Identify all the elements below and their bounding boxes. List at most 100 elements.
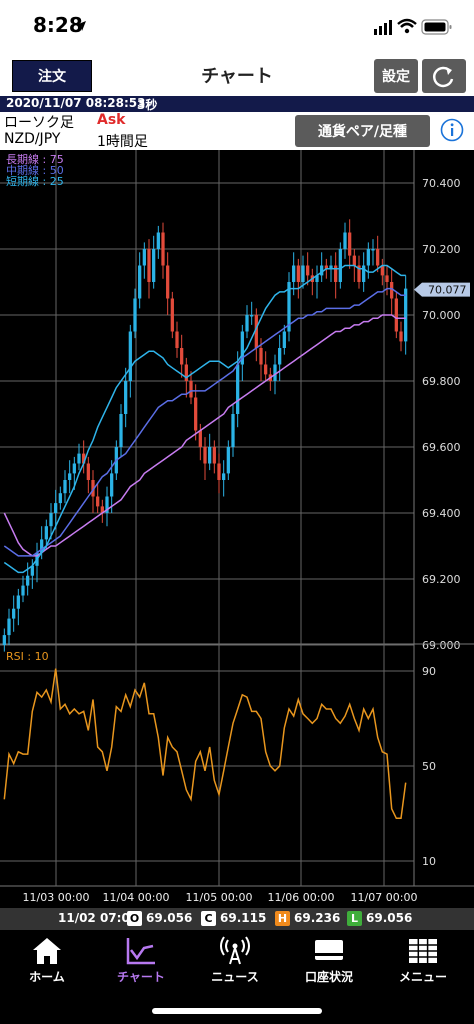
- candle-body: [40, 539, 44, 553]
- price-tick-label: 69.000: [422, 639, 461, 652]
- symbol-label: NZD/JPY: [4, 131, 61, 147]
- rsi-tick-label: 50: [422, 760, 436, 773]
- price-tick-label: 69.200: [422, 573, 461, 586]
- tab-menu[interactable]: メニュー: [376, 930, 470, 990]
- candle-body: [222, 473, 226, 480]
- candle-type-label: ローソク足: [4, 115, 74, 131]
- rsi-tick-label: 10: [422, 855, 436, 868]
- candle-body: [264, 364, 268, 375]
- candle-body: [2, 635, 6, 645]
- order-button[interactable]: 注文: [12, 60, 92, 92]
- info-icon[interactable]: [440, 118, 464, 142]
- candle-body: [194, 397, 198, 431]
- candle-body: [124, 381, 128, 414]
- candle-body: [250, 315, 254, 317]
- tab-chart-label: チャート: [117, 970, 165, 984]
- candle-body: [138, 265, 142, 299]
- ohlc-date: 11/02 07:00: [58, 911, 139, 925]
- candle-body: [86, 463, 90, 480]
- candle-body: [348, 232, 352, 256]
- tab-chart[interactable]: チャート: [94, 930, 188, 990]
- candle-body: [329, 265, 333, 269]
- price-tick-label: 70.400: [422, 177, 461, 190]
- candle-body: [198, 430, 202, 447]
- candle-body: [292, 265, 296, 282]
- chart-area[interactable]: 70.400 70.200 70.000 69.800 69.600 69.400 69.2…: [0, 150, 474, 908]
- candle-body: [175, 331, 179, 348]
- candle-body: [156, 232, 160, 249]
- candle-body: [306, 265, 310, 276]
- ohlc-bar: 11/02 07:00 O 69.056 C 69.115 H 69.236 L…: [0, 908, 474, 930]
- candle-body: [91, 480, 95, 497]
- candle-body: [287, 282, 291, 332]
- candle-body: [315, 275, 319, 282]
- candle-body: [180, 348, 184, 365]
- candle-body: [100, 506, 104, 513]
- candle-body: [240, 331, 244, 365]
- candle-body: [170, 298, 174, 332]
- pair-timeframe-button[interactable]: 通貨ペア/足種: [295, 115, 430, 147]
- candle-body: [12, 608, 16, 619]
- high-value: 69.236: [294, 911, 341, 925]
- candle-body: [128, 331, 132, 381]
- price-chart[interactable]: 70.400 70.200 70.000 69.800 69.600 69.400 69.2…: [0, 150, 474, 908]
- price-tick-label: 69.400: [422, 507, 461, 520]
- card-icon: [315, 940, 343, 960]
- candle-body: [282, 331, 286, 348]
- candle-body: [26, 575, 30, 586]
- open-badge: O: [127, 911, 142, 926]
- candle-body: [44, 526, 48, 540]
- candle-body: [119, 414, 123, 447]
- candle-body: [338, 249, 342, 282]
- candle-body: [133, 298, 137, 332]
- price-tick-label: 69.800: [422, 375, 461, 388]
- candle-body: [324, 265, 328, 269]
- candle-body: [217, 463, 221, 480]
- candle-body: [352, 255, 356, 266]
- settings-button[interactable]: 設定: [374, 59, 418, 93]
- candle-body: [380, 265, 384, 276]
- candle-body: [49, 513, 53, 527]
- candle-body: [357, 265, 361, 282]
- date-tick-label: 11/07 00:00: [351, 891, 418, 904]
- tab-news[interactable]: ニュース: [188, 930, 282, 990]
- pair-row: ローソク足 Ask NZD/JPY 1時間足 通貨ペア/足種: [0, 112, 474, 150]
- refresh-icon: [432, 66, 454, 88]
- candle-body: [7, 618, 11, 636]
- price-tick-label: 69.600: [422, 441, 461, 454]
- candle-body: [63, 480, 67, 494]
- tab-bar: ホーム チャート ニュース 口座状況 メニュー: [0, 930, 474, 1024]
- rsi-tick-label: 90: [422, 665, 436, 678]
- location-arrow-icon: [76, 21, 86, 31]
- status-time: 8:28: [33, 13, 83, 37]
- candle-body: [96, 496, 100, 507]
- ma-mid-line: [3, 287, 406, 557]
- candle-body: [212, 447, 216, 464]
- candle-body: [245, 315, 249, 332]
- candle-body: [166, 265, 170, 299]
- candle-body: [231, 414, 235, 447]
- candle-body: [371, 249, 375, 251]
- tab-home[interactable]: ホーム: [0, 930, 94, 990]
- date-tick-label: 11/05 00:00: [186, 891, 253, 904]
- refresh-button[interactable]: [422, 59, 466, 93]
- tab-account[interactable]: 口座状況: [282, 930, 376, 990]
- candle-body: [399, 331, 403, 342]
- candle-body: [376, 249, 380, 266]
- candle-body: [273, 364, 277, 381]
- ma-short-line: [3, 264, 406, 574]
- candle-body: [385, 275, 389, 282]
- nav-bar: 注文 チャート 設定: [0, 56, 474, 96]
- update-interval: 3秒: [137, 98, 158, 112]
- low-badge: L: [347, 911, 362, 926]
- tab-news-label: ニュース: [211, 970, 259, 984]
- last-update-time: 2020/11/07 08:28:53: [6, 96, 146, 110]
- candle-body: [189, 381, 193, 398]
- candle-body: [296, 265, 300, 282]
- candle-body: [142, 249, 146, 266]
- close-badge: C: [201, 911, 216, 926]
- candle-body: [394, 298, 398, 332]
- candle-body: [226, 447, 230, 474]
- price-type-label: Ask: [97, 112, 126, 128]
- candle-body: [152, 249, 156, 282]
